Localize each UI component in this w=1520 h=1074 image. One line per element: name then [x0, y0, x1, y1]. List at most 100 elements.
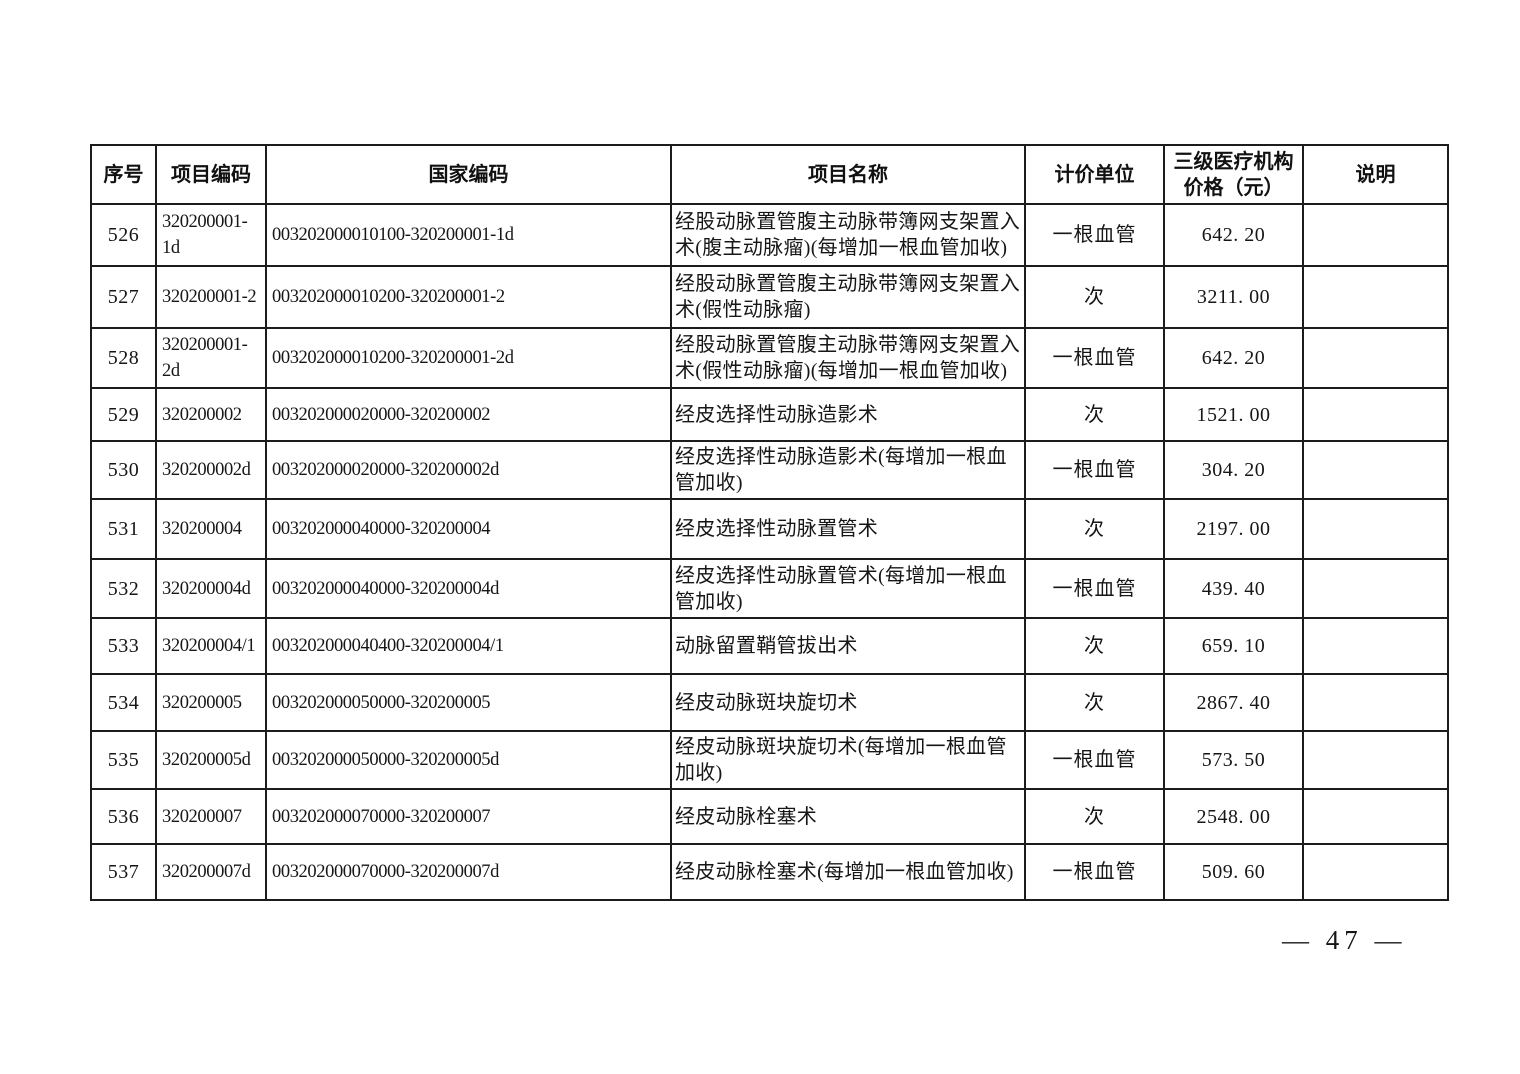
cell-national-code: 003202000040000-320200004	[265, 498, 672, 560]
cell-item-name: 动脉留置鞘管拔出术	[670, 617, 1026, 675]
cell-item-code: 320200001-2d	[155, 327, 267, 389]
header-price: 三级医疗机构 价格（元）	[1163, 144, 1304, 205]
cell-national-code: 003202000010200-320200001-2	[265, 265, 672, 329]
cell-item-code: 320200005d	[155, 730, 267, 790]
table-body: 526 320200001-1d 003202000010100-320200001…	[90, 203, 1449, 901]
cell-note	[1302, 730, 1449, 790]
header-item-code: 项目编码	[155, 144, 267, 205]
cell-seq: 531	[90, 498, 157, 560]
header-note: 说明	[1302, 144, 1449, 205]
header-row: 序号 项目编码 国家编码 项目名称 计价单位 三级医疗机构 价格（元） 说明	[90, 144, 1449, 205]
table-row: 526 320200001-1d 003202000010100-320200001…	[90, 203, 1449, 267]
cell-seq: 532	[90, 558, 157, 619]
header-price-line2: 价格（元）	[1183, 176, 1284, 199]
header-unit: 计价单位	[1024, 144, 1165, 205]
cell-item-name: 经股动脉置管腹主动脉带簿网支架置入术(腹主动脉瘤)(每增加一根血管加收)	[670, 203, 1026, 267]
header-price-line1: 三级医疗机构	[1173, 150, 1294, 173]
cell-note	[1302, 440, 1449, 500]
cell-item-name: 经皮动脉斑块旋切术	[670, 673, 1026, 732]
cell-note	[1302, 498, 1449, 560]
cell-unit: 次	[1024, 788, 1165, 845]
header-item-name: 项目名称	[670, 144, 1026, 205]
cell-seq: 529	[90, 387, 157, 442]
table-row: 534 320200005 003202000050000-320200005 经皮动…	[90, 673, 1449, 732]
cell-item-name: 经股动脉置管腹主动脉带簿网支架置入术(假性动脉瘤)(每增加一根血管加收)	[670, 327, 1026, 389]
cell-national-code: 003202000010100-320200001-1d	[265, 203, 672, 267]
cell-item-code: 320200007	[155, 788, 267, 845]
cell-price: 2867. 40	[1163, 673, 1304, 732]
cell-seq: 537	[90, 843, 157, 901]
cell-item-code: 320200005	[155, 673, 267, 732]
cell-national-code: 003202000040400-320200004/1	[265, 617, 672, 675]
cell-item-name: 经皮选择性动脉置管术	[670, 498, 1026, 560]
cell-unit: 一根血管	[1024, 203, 1165, 267]
cell-item-name: 经皮动脉栓塞术	[670, 788, 1026, 845]
cell-unit: 一根血管	[1024, 440, 1165, 500]
table-row: 532 320200004d 003202000040000-320200004d 经…	[90, 558, 1449, 619]
cell-seq: 527	[90, 265, 157, 329]
cell-price: 2197. 00	[1163, 498, 1304, 560]
table-row: 535 320200005d 003202000050000-320200005d 经…	[90, 730, 1449, 790]
cell-note	[1302, 843, 1449, 901]
cell-unit: 一根血管	[1024, 730, 1165, 790]
cell-price: 642. 20	[1163, 203, 1304, 267]
cell-item-name: 经皮选择性动脉造影术	[670, 387, 1026, 442]
cell-national-code: 003202000070000-320200007	[265, 788, 672, 845]
cell-item-name: 经皮选择性动脉置管术(每增加一根血管加收)	[670, 558, 1026, 619]
cell-item-code: 320200001-2	[155, 265, 267, 329]
cell-national-code: 003202000020000-320200002	[265, 387, 672, 442]
cell-item-name: 经皮动脉栓塞术(每增加一根血管加收)	[670, 843, 1026, 901]
cell-seq: 528	[90, 327, 157, 389]
cell-item-name: 经皮选择性动脉造影术(每增加一根血管加收)	[670, 440, 1026, 500]
cell-price: 659. 10	[1163, 617, 1304, 675]
medical-price-table: 序号 项目编码 国家编码 项目名称 计价单位 三级医疗机构 价格（元） 说明 5…	[90, 144, 1449, 901]
cell-national-code: 003202000070000-320200007d	[265, 843, 672, 901]
cell-price: 304. 20	[1163, 440, 1304, 500]
cell-national-code: 003202000040000-320200004d	[265, 558, 672, 619]
cell-price: 2548. 00	[1163, 788, 1304, 845]
cell-national-code: 003202000020000-320200002d	[265, 440, 672, 500]
table-row: 537 320200007d 003202000070000-320200007d 经…	[90, 843, 1449, 901]
page-number: — 47 —	[1282, 925, 1407, 955]
table-row: 529 320200002 003202000020000-320200002 经皮选…	[90, 387, 1449, 442]
cell-item-code: 320200001-1d	[155, 203, 267, 267]
cell-price: 3211. 00	[1163, 265, 1304, 329]
table-row: 536 320200007 003202000070000-320200007 经皮动…	[90, 788, 1449, 845]
cell-national-code: 003202000010200-320200001-2d	[265, 327, 672, 389]
cell-item-code: 320200004/1	[155, 617, 267, 675]
cell-price: 509. 60	[1163, 843, 1304, 901]
cell-item-name: 经皮动脉斑块旋切术(每增加一根血管加收)	[670, 730, 1026, 790]
cell-seq: 526	[90, 203, 157, 267]
cell-price: 1521. 00	[1163, 387, 1304, 442]
cell-item-name: 经股动脉置管腹主动脉带簿网支架置入术(假性动脉瘤)	[670, 265, 1026, 329]
cell-price: 439. 40	[1163, 558, 1304, 619]
cell-national-code: 003202000050000-320200005	[265, 673, 672, 732]
cell-note	[1302, 265, 1449, 329]
cell-unit: 次	[1024, 387, 1165, 442]
cell-seq: 535	[90, 730, 157, 790]
cell-note	[1302, 617, 1449, 675]
cell-unit: 次	[1024, 498, 1165, 560]
header-national-code: 国家编码	[265, 144, 672, 205]
cell-note	[1302, 327, 1449, 389]
cell-price: 642. 20	[1163, 327, 1304, 389]
table-row: 533 320200004/1 003202000040400-320200004/…	[90, 617, 1449, 675]
cell-note	[1302, 788, 1449, 845]
table-row: 528 320200001-2d 003202000010200-320200001…	[90, 327, 1449, 389]
table-header: 序号 项目编码 国家编码 项目名称 计价单位 三级医疗机构 价格（元） 说明	[90, 144, 1449, 205]
cell-seq: 530	[90, 440, 157, 500]
cell-national-code: 003202000050000-320200005d	[265, 730, 672, 790]
cell-unit: 次	[1024, 265, 1165, 329]
table-row: 527 320200001-2 003202000010200-320200001-…	[90, 265, 1449, 329]
cell-unit: 次	[1024, 673, 1165, 732]
header-seq: 序号	[90, 144, 157, 205]
cell-note	[1302, 673, 1449, 732]
cell-price: 573. 50	[1163, 730, 1304, 790]
cell-unit: 一根血管	[1024, 843, 1165, 901]
cell-item-code: 320200002	[155, 387, 267, 442]
cell-seq: 534	[90, 673, 157, 732]
cell-item-code: 320200007d	[155, 843, 267, 901]
cell-note	[1302, 387, 1449, 442]
cell-unit: 一根血管	[1024, 327, 1165, 389]
